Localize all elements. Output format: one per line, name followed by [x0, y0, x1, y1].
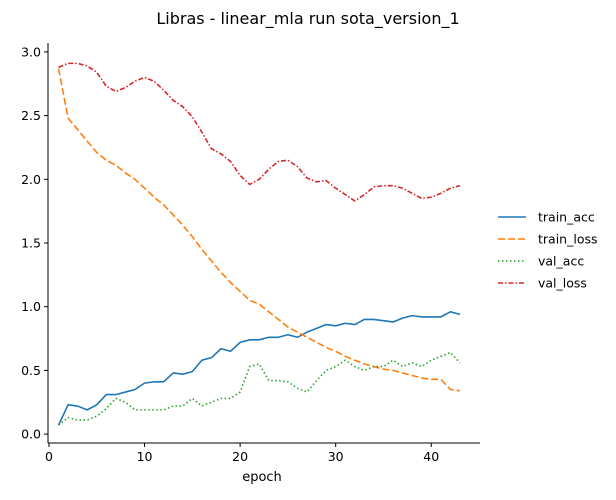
legend-label-train-loss: train_loss — [538, 232, 598, 247]
y-tick-label: 2.0 — [21, 172, 41, 187]
legend-label-val-loss: val_loss — [538, 276, 587, 291]
chart-title: Libras - linear_mla run sota_version_1 — [156, 9, 459, 29]
x-tick-label: 10 — [137, 449, 153, 464]
series-line-train-loss — [57, 68, 461, 392]
legend: train_acc train_loss val_acc val_loss — [498, 210, 598, 291]
y-tick-label: 3.0 — [21, 44, 41, 59]
x-tick-label: 30 — [328, 449, 344, 464]
x-tick-label: 40 — [423, 449, 439, 464]
series-line-val-loss — [58, 62, 461, 202]
x-tick-label: 20 — [232, 449, 248, 464]
y-tick-label: 0.0 — [21, 427, 41, 442]
legend-label-train-acc: train_acc — [538, 210, 595, 225]
series-line-train-acc — [57, 310, 461, 426]
y-tick-label: 0.5 — [21, 363, 41, 378]
x-tick-label: 0 — [45, 449, 53, 464]
y-ticks: 0.0 0.5 1.0 1.5 2.0 2.5 3.0 — [21, 44, 48, 442]
legend-label-val-acc: val_acc — [538, 254, 584, 269]
y-tick-label: 2.5 — [21, 108, 41, 123]
series-line-val-acc — [58, 351, 461, 426]
plot-area — [57, 62, 461, 426]
y-tick-label: 1.5 — [21, 236, 41, 251]
axes — [47, 43, 480, 444]
x-axis-label: epoch — [242, 470, 282, 485]
y-tick-label: 1.0 — [21, 299, 41, 314]
x-ticks: 0 10 20 30 40 — [45, 443, 439, 464]
